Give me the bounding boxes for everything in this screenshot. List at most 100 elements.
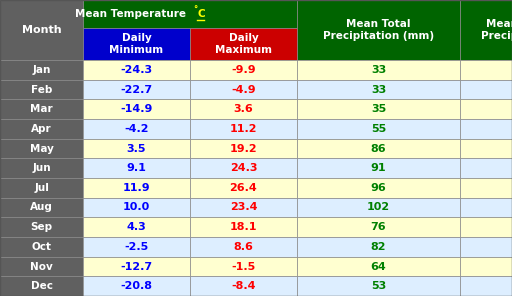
Text: -8.4: -8.4: [231, 281, 256, 291]
Bar: [460, 178, 512, 198]
Bar: [190, 178, 297, 198]
Text: 26.4: 26.4: [229, 183, 258, 193]
Bar: [0, 0, 83, 60]
Text: 33: 33: [371, 84, 386, 94]
Bar: [83, 198, 190, 217]
Bar: [83, 60, 190, 80]
Bar: [460, 99, 512, 119]
Bar: [297, 257, 460, 276]
Text: -2.5: -2.5: [124, 242, 148, 252]
Bar: [460, 217, 512, 237]
Bar: [297, 237, 460, 257]
Text: 4.3: 4.3: [126, 222, 146, 232]
Text: -1.5: -1.5: [231, 261, 255, 271]
Bar: [0, 198, 83, 217]
Bar: [190, 237, 297, 257]
Bar: [460, 60, 512, 80]
Text: 18.1: 18.1: [230, 222, 257, 232]
Bar: [460, 80, 512, 99]
Text: Jan: Jan: [32, 65, 51, 75]
Bar: [83, 276, 190, 296]
Text: 86: 86: [371, 144, 387, 154]
Bar: [297, 99, 460, 119]
Bar: [0, 99, 83, 119]
Text: C: C: [198, 9, 206, 19]
Text: °: °: [193, 6, 197, 15]
Bar: [297, 178, 460, 198]
Bar: [190, 80, 297, 99]
Bar: [83, 0, 297, 28]
Text: 8.6: 8.6: [233, 242, 253, 252]
Text: Apr: Apr: [31, 124, 52, 134]
Bar: [83, 139, 190, 158]
Text: 33: 33: [371, 65, 386, 75]
Text: -14.9: -14.9: [120, 104, 153, 114]
Bar: [83, 119, 190, 139]
Bar: [297, 80, 460, 99]
Bar: [190, 60, 297, 80]
Bar: [460, 119, 512, 139]
Bar: [297, 139, 460, 158]
Text: Nov: Nov: [30, 261, 53, 271]
Bar: [0, 178, 83, 198]
Text: Oct: Oct: [32, 242, 52, 252]
Text: 3.5: 3.5: [127, 144, 146, 154]
Bar: [83, 28, 190, 60]
Bar: [190, 198, 297, 217]
Text: Sep: Sep: [30, 222, 53, 232]
Text: Jul: Jul: [34, 183, 49, 193]
Text: 11.2: 11.2: [230, 124, 257, 134]
Text: Daily
Minimum: Daily Minimum: [110, 33, 163, 55]
Bar: [0, 217, 83, 237]
Text: -24.3: -24.3: [120, 65, 153, 75]
Bar: [0, 257, 83, 276]
Bar: [460, 198, 512, 217]
Text: 9.1: 9.1: [126, 163, 146, 173]
Text: 19.2: 19.2: [230, 144, 258, 154]
Bar: [190, 158, 297, 178]
Bar: [297, 158, 460, 178]
Text: May: May: [30, 144, 53, 154]
Text: 35: 35: [371, 104, 386, 114]
Text: -12.7: -12.7: [120, 261, 153, 271]
Bar: [297, 0, 460, 60]
Bar: [190, 276, 297, 296]
Text: -4.2: -4.2: [124, 124, 149, 134]
Bar: [83, 217, 190, 237]
Bar: [297, 276, 460, 296]
Text: Jun: Jun: [32, 163, 51, 173]
Bar: [83, 158, 190, 178]
Bar: [0, 237, 83, 257]
Bar: [0, 158, 83, 178]
Text: 10.0: 10.0: [123, 202, 150, 213]
Bar: [460, 158, 512, 178]
Bar: [460, 0, 512, 60]
Text: -22.7: -22.7: [120, 84, 153, 94]
Bar: [297, 60, 460, 80]
Bar: [190, 139, 297, 158]
Text: 82: 82: [371, 242, 386, 252]
Bar: [0, 276, 83, 296]
Text: 24.3: 24.3: [230, 163, 257, 173]
Bar: [460, 257, 512, 276]
Text: Mean Number of
Precipitation Days: Mean Number of Precipitation Days: [481, 19, 512, 41]
Bar: [297, 119, 460, 139]
Text: 91: 91: [371, 163, 387, 173]
Text: Aug: Aug: [30, 202, 53, 213]
Text: -9.9: -9.9: [231, 65, 256, 75]
Text: Mar: Mar: [30, 104, 53, 114]
Text: 53: 53: [371, 281, 386, 291]
Text: 23.4: 23.4: [230, 202, 257, 213]
Bar: [83, 99, 190, 119]
Text: Feb: Feb: [31, 84, 52, 94]
Text: -20.8: -20.8: [120, 281, 153, 291]
Bar: [83, 178, 190, 198]
Bar: [0, 80, 83, 99]
Bar: [190, 217, 297, 237]
Bar: [190, 119, 297, 139]
Bar: [297, 198, 460, 217]
Text: 11.9: 11.9: [123, 183, 151, 193]
Bar: [460, 237, 512, 257]
Text: 55: 55: [371, 124, 386, 134]
Bar: [0, 60, 83, 80]
